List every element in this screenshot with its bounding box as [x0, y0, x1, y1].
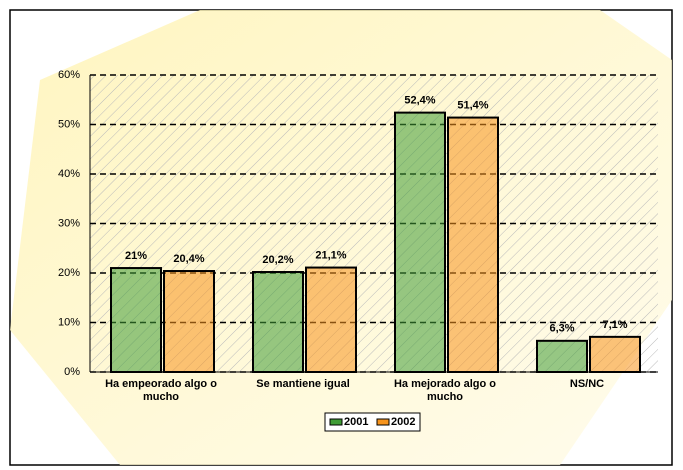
value-label: 52,4% — [404, 95, 435, 107]
bar — [589, 335, 641, 374]
legend-box — [324, 412, 421, 432]
bar — [447, 116, 499, 373]
value-label: 51,4% — [457, 99, 488, 111]
y-tick-label: 10% — [58, 316, 80, 328]
legend-swatch — [329, 418, 343, 426]
value-label: 21% — [125, 250, 147, 262]
x-tick-label: Ha mejorado algo o mucho — [393, 378, 497, 403]
y-tick-label: 60% — [58, 69, 80, 81]
legend-swatch — [376, 418, 390, 426]
bar — [110, 267, 162, 373]
y-tick-label: 20% — [58, 267, 80, 279]
y-tick-label: 40% — [58, 168, 80, 180]
x-tick-label: Se mantiene igual — [256, 378, 350, 390]
bar — [305, 266, 357, 373]
bar — [252, 271, 304, 374]
legend-label: 2001 — [344, 416, 368, 428]
value-label: 20,4% — [173, 253, 204, 265]
value-label: 7,1% — [602, 319, 627, 331]
bar — [536, 339, 588, 374]
legend-label: 2002 — [391, 416, 415, 428]
bar — [394, 111, 446, 374]
value-label: 6,3% — [549, 323, 574, 335]
y-tick-label: 0% — [64, 366, 80, 378]
y-tick-label: 30% — [58, 217, 80, 229]
bar — [163, 270, 215, 373]
x-tick-label: NS/NC — [569, 378, 605, 390]
x-tick-label: Ha empeorado algo o mucho — [105, 378, 217, 403]
value-label: 21,1% — [315, 249, 346, 261]
y-tick-label: 50% — [58, 118, 80, 130]
value-label: 20,2% — [262, 254, 293, 266]
